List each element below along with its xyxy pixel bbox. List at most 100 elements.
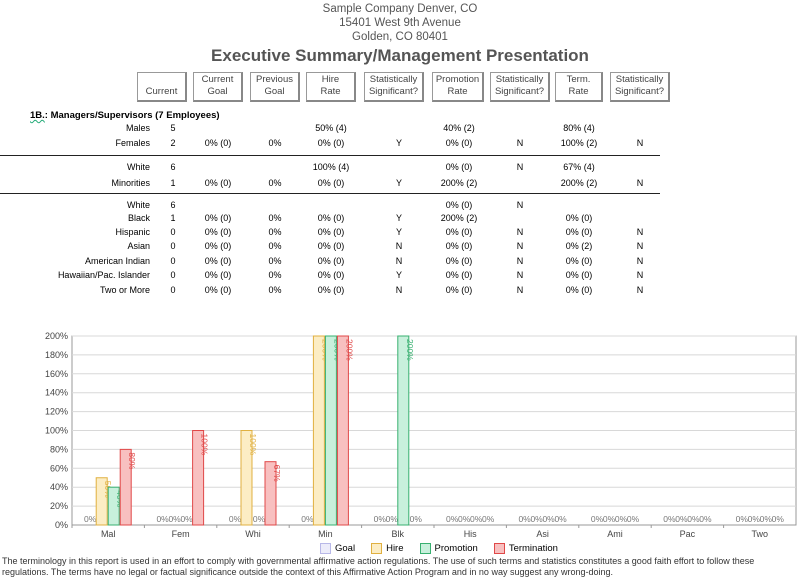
table-cell: 0% xyxy=(268,285,282,295)
column-header-line1: Hire xyxy=(321,74,340,85)
table-row: Black 1 0% (0) 0% 0% (0) Y 200% (2) 0% (0) xyxy=(0,213,800,225)
bar-label: 0% xyxy=(253,514,266,524)
chart-legend: Goal Hire Promotion Termination xyxy=(320,543,558,554)
legend-label: Hire xyxy=(386,543,404,554)
legend-label: Promotion xyxy=(434,543,478,554)
y-tick-label: 40% xyxy=(50,482,68,492)
bar xyxy=(119,448,132,526)
x-tick-label: Two xyxy=(752,529,769,539)
column-header-line2: Goal xyxy=(264,86,285,97)
column-header-line1: Statistically xyxy=(615,74,664,85)
table-cell: Y xyxy=(395,227,402,237)
table-cell: 0% (0) xyxy=(445,138,473,148)
table-cell: 0% (0) xyxy=(565,270,593,280)
y-tick-label: 60% xyxy=(50,463,68,473)
table-row: Two or More 0 0% (0) 0% 0% (0) N 0% (0) N 0% (0)… xyxy=(0,285,800,297)
footnote: The terminology in this report is used i… xyxy=(2,556,755,577)
table-cell: N xyxy=(636,256,644,266)
column-header: Hire Rate xyxy=(306,72,356,102)
table-cell: 0% (0) xyxy=(445,162,473,172)
table-cell: N xyxy=(395,285,403,295)
table-cell: 0% (0) xyxy=(445,270,473,280)
bar-label: 0% xyxy=(156,514,169,524)
row-label: Black xyxy=(127,213,150,223)
table-row: Females 2 0% (0) 0% 0% (0) Y 0% (0) N 100% (2) N xyxy=(0,138,800,150)
bar-label: 0% xyxy=(482,514,495,524)
table-cell: 80% (4) xyxy=(563,123,595,133)
company-city: Golden, CO 80401 xyxy=(352,31,448,43)
column-header-line2: Significant? xyxy=(494,86,545,97)
legend-label: Termination xyxy=(508,543,558,554)
bar xyxy=(312,335,325,526)
bar-label: 67% xyxy=(272,465,282,482)
table-cell: 0 xyxy=(170,227,176,237)
report-title: Executive Summary/Management Presentatio… xyxy=(211,46,589,65)
table-row: Asian 0 0% (0) 0% 0% (0) N 0% (0) N 0% (2) N xyxy=(0,241,800,253)
legend-swatch xyxy=(493,543,505,554)
y-tick-label: 160% xyxy=(45,369,68,379)
table-cell: 0% (0) xyxy=(317,138,345,148)
table-cell: 0% (0) xyxy=(204,178,232,188)
bar xyxy=(324,335,337,526)
bar-label: 0% xyxy=(736,514,749,524)
column-header: Statistically Significant? xyxy=(610,72,670,102)
bar-label: 0% xyxy=(591,514,604,524)
bar xyxy=(397,335,410,526)
bar-label: 0% xyxy=(470,514,483,524)
table-cell: 0% (0) xyxy=(317,270,345,280)
table-cell: 0% xyxy=(268,213,282,223)
y-tick-label: 100% xyxy=(45,426,68,436)
row-label: Asian xyxy=(127,241,150,251)
section-title: 1B.: Managers/Supervisors (7 Employees) xyxy=(30,110,220,121)
column-header-line1: Promotion xyxy=(435,74,480,85)
column-header: Statistically Significant? xyxy=(364,72,424,102)
table-cell: 0 xyxy=(170,285,176,295)
table-cell: 0% (0) xyxy=(317,241,345,251)
rates-bar-chart: 0% 20% 40% 60% 80% 100% 120% 140% 160% 180% 200% Ma… xyxy=(45,331,797,539)
table-row: Minorities 1 0% (0) 0% 0% (0) Y 200% (2) 200% (… xyxy=(0,178,800,190)
table-row: White 6 100% (4) 0% (0) N 67% (4) xyxy=(0,162,800,174)
bar-label: 0% xyxy=(615,514,628,524)
bar-label: 0% xyxy=(446,514,459,524)
table-cell: 0% (0) xyxy=(204,256,232,266)
bar-label: 0% xyxy=(663,514,676,524)
table-cell: 0% (0) xyxy=(204,213,232,223)
row-label: Males xyxy=(125,123,150,133)
table-cell: 200% (2) xyxy=(440,178,478,188)
table-cell: 50% (4) xyxy=(315,123,347,133)
table-cell: Y xyxy=(395,270,402,280)
table-cell: 100% (2) xyxy=(560,138,598,148)
table-cell: 0% (0) xyxy=(565,285,593,295)
table-cell: 0% (0) xyxy=(565,213,593,223)
table-row: Males 5 50% (4) 40% (2) 80% (4) xyxy=(0,123,800,135)
table-cell: 0% xyxy=(268,256,282,266)
table-cell: N xyxy=(516,162,524,172)
table-cell: 0% xyxy=(268,241,282,251)
table-cell: 0% (0) xyxy=(445,227,473,237)
company-address: 15401 West 9th Avenue xyxy=(339,17,461,29)
bar-label: 0% xyxy=(760,514,773,524)
table-cell: N xyxy=(516,256,524,266)
table-cell: 2 xyxy=(170,138,176,148)
x-tick-label: His xyxy=(464,529,477,539)
legend-item: Promotion xyxy=(419,543,478,554)
bar xyxy=(240,430,253,526)
bar-label: 0% xyxy=(374,514,387,524)
column-header-line1: Statistically xyxy=(495,74,544,85)
table-cell: 0% (0) xyxy=(445,285,473,295)
bar-label: 0% xyxy=(542,514,555,524)
column-header-line2: Current xyxy=(145,86,178,97)
column-header: Statistically Significant? xyxy=(490,72,550,102)
column-header-line2: Significant? xyxy=(368,86,419,97)
column-header: Previous Goal xyxy=(250,72,300,102)
bar-label: 0% xyxy=(627,514,640,524)
table-cell: N xyxy=(636,270,644,280)
table-cell: N xyxy=(516,200,524,210)
bar-label: 0% xyxy=(554,514,567,524)
column-header-line2: Rate xyxy=(320,86,341,97)
table-cell: 0% (0) xyxy=(204,241,232,251)
separator xyxy=(0,193,660,194)
table-cell: 1 xyxy=(170,213,176,223)
row-label: White xyxy=(126,200,150,210)
column-header: Current Goal xyxy=(193,72,243,102)
